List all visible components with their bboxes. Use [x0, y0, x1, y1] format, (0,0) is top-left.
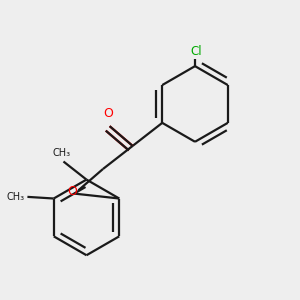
Text: CH₃: CH₃ [6, 192, 24, 202]
Text: Cl: Cl [191, 45, 203, 58]
Text: O: O [68, 185, 77, 198]
Text: CH₃: CH₃ [53, 148, 71, 158]
Text: O: O [103, 107, 113, 120]
